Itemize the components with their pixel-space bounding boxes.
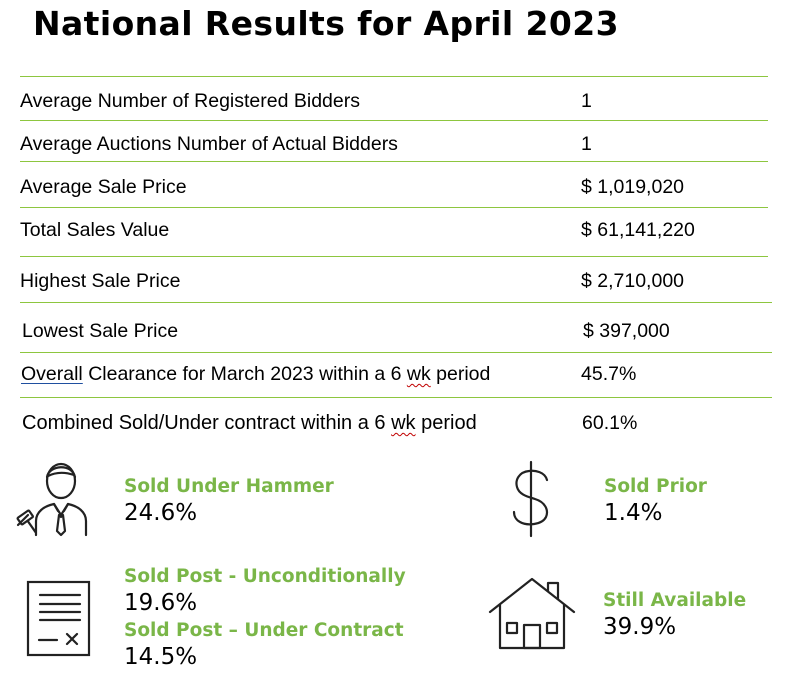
divider — [20, 397, 772, 398]
row-label-total-sales-value: Total Sales Value — [20, 219, 170, 241]
row-value-combined-sold: 60.1% — [582, 412, 638, 434]
stat-value-sold-post-under-contract: 14.5% — [124, 644, 198, 670]
row-value-total-sales-value: $ 61,141,220 — [581, 219, 695, 241]
row-value-overall-clearance: 45.7% — [581, 363, 637, 385]
stat-label-sold-under-hammer: Sold Under Hammer — [124, 476, 334, 497]
row-label-average-sale-price: Average Sale Price — [20, 176, 187, 198]
divider — [20, 76, 768, 77]
stat-value-sold-prior: 1.4% — [604, 500, 663, 526]
stat-value-sold-post-unconditionally: 19.6% — [124, 590, 198, 616]
row-value-highest-sale-price: $ 2,710,000 — [581, 270, 685, 292]
row-label-combined-sold: Combined Sold/Under contract within a 6 … — [22, 411, 477, 435]
label-text: Combined Sold/Under contract within a 6 — [22, 412, 392, 434]
row-label-registered-bidders: Average Number of Registered Bidders — [20, 90, 360, 112]
stat-label-sold-prior: Sold Prior — [604, 476, 707, 497]
stat-label-still-available: Still Available — [603, 590, 747, 611]
spellcheck-word: wk — [406, 363, 431, 385]
auctioneer-gavel-icon — [16, 462, 88, 537]
dollar-sign-icon — [512, 460, 549, 538]
divider — [20, 120, 768, 121]
divider — [20, 352, 772, 353]
divider — [20, 256, 768, 257]
contract-document-icon — [26, 580, 91, 657]
stat-label-sold-post-unconditionally: Sold Post - Unconditionally — [124, 566, 406, 587]
row-label-lowest-sale-price: Lowest Sale Price — [22, 320, 179, 342]
divider — [20, 302, 772, 303]
stat-label-sold-post-under-contract: Sold Post – Under Contract — [124, 620, 404, 641]
row-value-actual-bidders: 1 — [581, 133, 592, 155]
row-value-registered-bidders: 1 — [581, 90, 592, 112]
row-value-lowest-sale-price: $ 397,000 — [583, 320, 670, 342]
row-label-overall-clearance: Overall Clearance for March 2023 within … — [21, 362, 490, 386]
stat-value-sold-under-hammer: 24.6% — [124, 500, 198, 526]
row-label-actual-bidders: Average Auctions Number of Actual Bidder… — [20, 133, 398, 155]
divider — [20, 207, 768, 208]
label-text: period — [415, 412, 477, 434]
underlined-word: Overall — [21, 363, 83, 385]
stat-value-still-available: 39.9% — [603, 614, 677, 640]
divider — [20, 161, 768, 162]
spellcheck-word: wk — [391, 412, 416, 434]
row-label-highest-sale-price: Highest Sale Price — [20, 270, 181, 292]
label-text: Clearance for March 2023 within a 6 — [82, 363, 407, 385]
house-icon — [488, 577, 576, 650]
label-text: period — [430, 363, 491, 385]
row-value-average-sale-price: $ 1,019,020 — [581, 176, 685, 198]
page-title: National Results for April 2023 — [33, 4, 619, 43]
